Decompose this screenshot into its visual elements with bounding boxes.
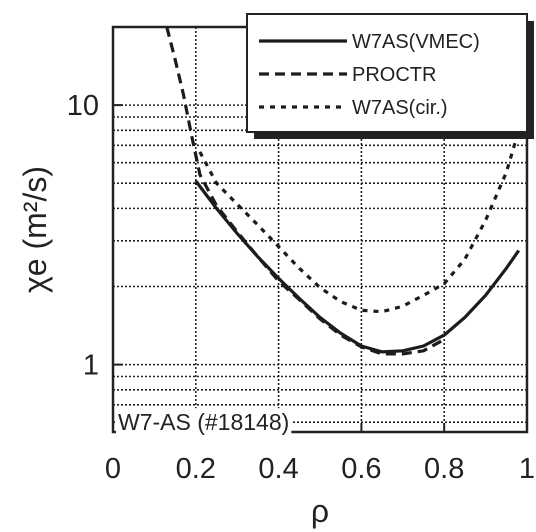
x-tick-label: 0.2 [176, 453, 216, 485]
axis-ticks: 0 0.2 0.4 0.6 0.8 1 1 10 [67, 90, 535, 485]
y-tick-label: 1 [83, 350, 99, 382]
legend: W7AS(VMEC) PROCTR W7AS(cir.) [246, 13, 534, 139]
annotation-background [116, 408, 292, 437]
x-tick-label: 1 [519, 453, 535, 485]
legend-label: W7AS(cir.) [352, 97, 448, 119]
series-line [165, 26, 445, 356]
annotation-group: W7-AS (#18148) [116, 408, 292, 437]
legend-label: W7AS(VMEC) [352, 31, 480, 53]
series-line [198, 129, 521, 314]
series-line [194, 180, 521, 354]
x-tick-label: 0.6 [341, 453, 381, 485]
annotation-text: W7-AS (#18148) [118, 409, 289, 435]
legend-label: PROCTR [352, 64, 436, 86]
x-axis-label: ρ [311, 493, 329, 529]
y-tick-label: 10 [67, 90, 99, 122]
x-tick-label: 0.4 [258, 453, 298, 485]
x-tick-label: 0 [105, 453, 121, 485]
x-tick-label: 0.8 [424, 453, 464, 485]
series-layer [165, 26, 521, 356]
y-axis-label: χe (m²/s) [17, 166, 53, 293]
